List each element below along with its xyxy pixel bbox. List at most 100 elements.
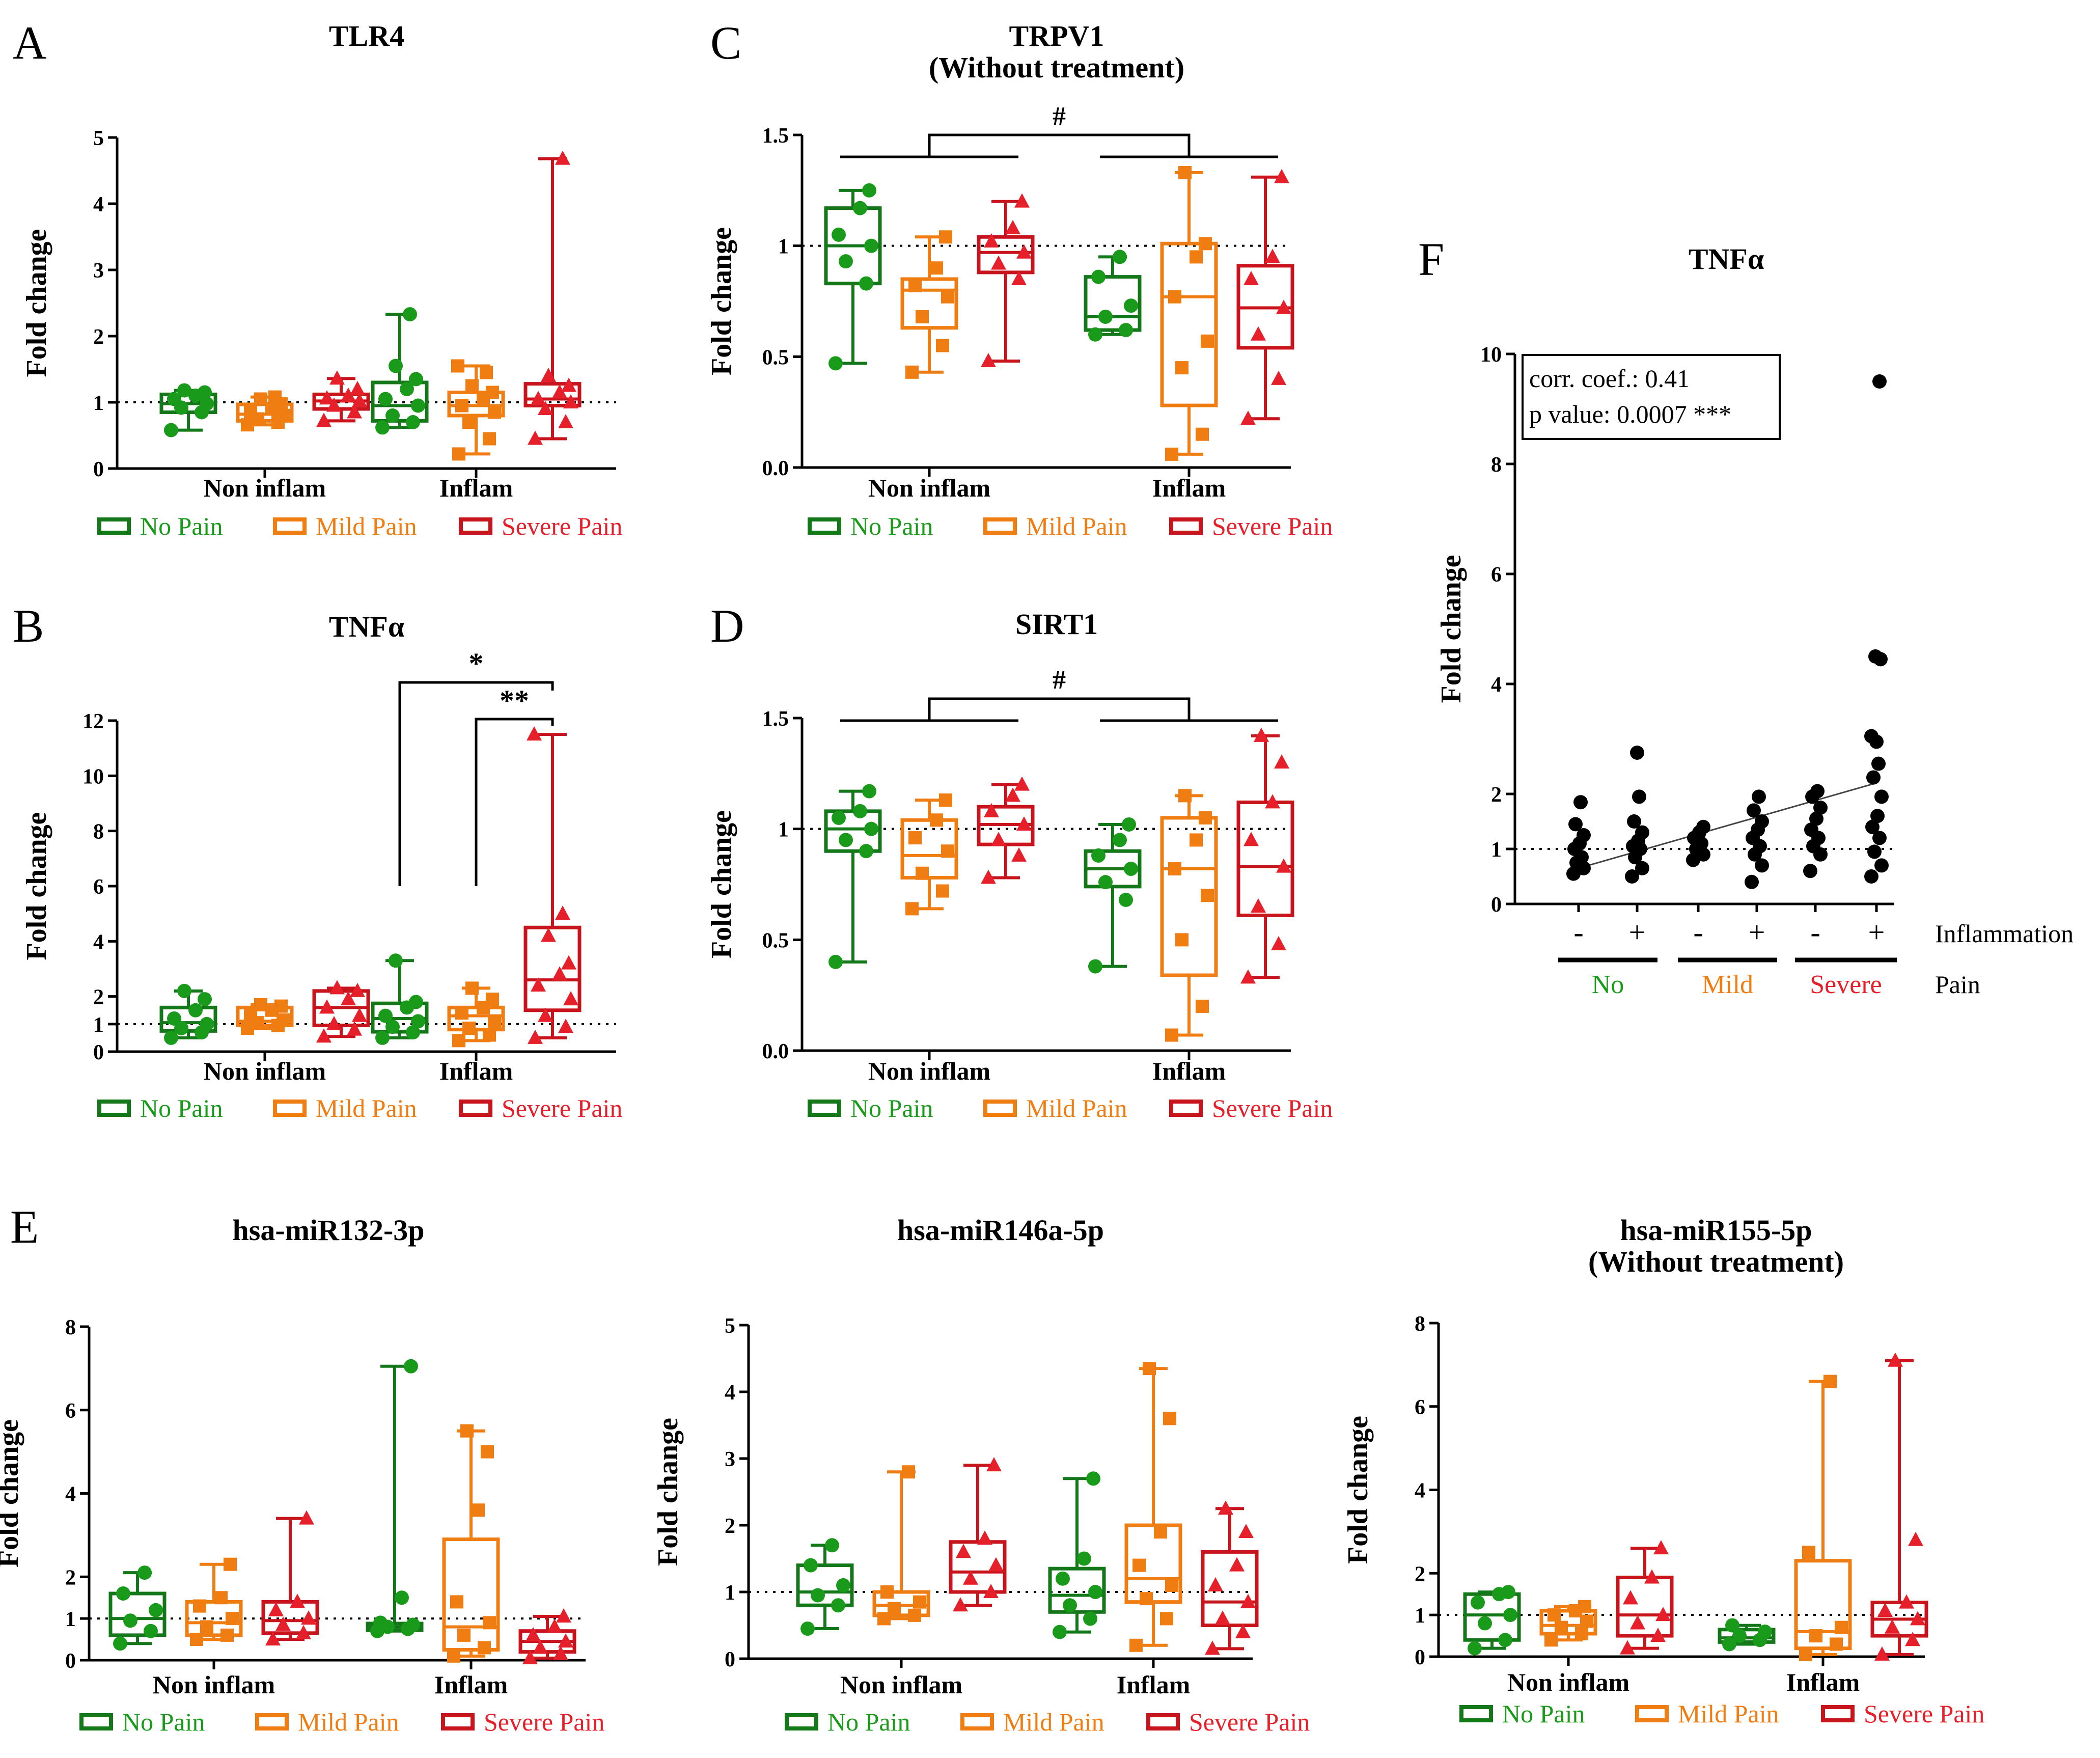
chart-title: SIRT1 — [1015, 608, 1098, 641]
data-point-mild-4 — [1548, 1608, 1561, 1622]
data-point-severe-3 — [1016, 244, 1032, 259]
data-point-mild-6 — [274, 999, 288, 1013]
data-point-no-3 — [200, 396, 214, 411]
legend-swatch-severe — [1169, 1100, 1203, 1117]
y-tick-label: 0 — [93, 458, 104, 481]
scatter-point — [1635, 861, 1649, 875]
pain-group-label: Mild — [1702, 970, 1753, 999]
data-point-mild-0 — [905, 902, 919, 916]
data-point-mild-5 — [1823, 1375, 1837, 1388]
group-bracket-top — [928, 133, 1191, 157]
box-mild-inflam — [1160, 166, 1218, 461]
data-point-mild-1 — [1196, 427, 1209, 441]
scatter-point — [1804, 822, 1818, 837]
data-point-severe-3 — [301, 1610, 316, 1625]
legend-swatch-no — [97, 1100, 131, 1117]
panel-letter: D — [710, 600, 744, 652]
inflammation-sign: - — [1693, 916, 1703, 949]
legend-label-no: No Pain — [850, 1094, 933, 1122]
data-point-no-3 — [836, 1578, 850, 1592]
box-severe-non-inflam — [949, 1457, 1007, 1612]
scatter-point — [1745, 874, 1759, 889]
y-tick-label: 0 — [93, 1041, 104, 1064]
inflammation-sign: + — [1868, 916, 1885, 949]
data-point-mild-6 — [939, 793, 952, 807]
pain-group-label: No — [1592, 970, 1624, 999]
y-tick-label: 0 — [1415, 1646, 1425, 1669]
data-point-no-0 — [164, 423, 178, 437]
y-tick-label: 5 — [725, 1314, 735, 1338]
data-point-severe-2 — [275, 1616, 291, 1631]
data-point-mild-5 — [214, 1591, 228, 1605]
legend: No Pain Mild Pain Severe Pain — [808, 1094, 1333, 1122]
data-point-mild-3 — [1201, 334, 1214, 348]
data-point-no-5 — [188, 1003, 203, 1018]
y-tick-label: 12 — [82, 710, 104, 733]
data-point-severe-5 — [1899, 1594, 1914, 1609]
box-body — [900, 277, 958, 330]
y-tick-label: 6 — [1415, 1396, 1425, 1419]
data-point-no-6 — [862, 183, 876, 198]
data-point-no-0 — [1468, 1641, 1482, 1656]
data-point-severe-0 — [316, 1028, 331, 1043]
data-point-severe-3 — [352, 1007, 367, 1022]
data-point-mild-0 — [905, 365, 919, 379]
legend-swatch-mild — [273, 1100, 307, 1117]
data-point-no-2 — [1098, 875, 1113, 890]
data-point-severe-6 — [1238, 1524, 1254, 1539]
scatter-point — [1865, 819, 1880, 834]
data-point-mild-4 — [244, 405, 257, 419]
data-point-severe-4 — [531, 391, 546, 405]
scatter-point — [1752, 789, 1766, 804]
data-point-mild-1 — [1196, 999, 1209, 1013]
legend-swatch-mild — [960, 1713, 994, 1730]
data-point-severe-6 — [1014, 776, 1030, 791]
scatter-point — [1755, 814, 1769, 829]
panel-C: C TRPV1(Without treatment) Fold change 0.0 0… — [706, 17, 1333, 540]
box-body — [1124, 1523, 1182, 1604]
x-group-label: Non inflam — [204, 1057, 326, 1085]
data-point-no-1 — [144, 1624, 158, 1638]
data-point-mild-3 — [483, 1616, 496, 1630]
data-point-mild-9 — [451, 359, 464, 373]
y-tick-label: 3 — [725, 1448, 735, 1471]
inflammation-sign: + — [1749, 916, 1765, 949]
data-point-mild-4 — [1168, 862, 1181, 876]
scatter-point — [1868, 649, 1883, 664]
data-point-no-4 — [378, 392, 393, 406]
data-point-no-3 — [864, 238, 878, 253]
y-tick-label: 0 — [725, 1648, 735, 1671]
data-point-mild-8 — [480, 366, 493, 379]
data-point-mild-2 — [1175, 933, 1189, 947]
data-point-no-0 — [164, 1030, 178, 1045]
data-point-no-5 — [1077, 1551, 1091, 1566]
scatter-column-4 — [1803, 784, 1828, 878]
legend-swatch-severe — [1146, 1713, 1180, 1730]
data-point-mild-4 — [908, 831, 922, 845]
box-body — [447, 1005, 505, 1032]
data-point-no-3 — [411, 1014, 425, 1029]
data-point-no-6 — [1122, 817, 1136, 832]
data-point-mild-8 — [268, 390, 282, 404]
y-tick-label: 6 — [93, 875, 104, 899]
data-point-severe-8 — [555, 150, 570, 165]
box-no-inflam — [1084, 250, 1142, 342]
data-point-severe-6 — [556, 1608, 571, 1623]
data-point-mild-1 — [220, 1628, 234, 1642]
scatter-point — [1874, 789, 1889, 804]
chart-title: (Without treatment) — [1588, 1245, 1844, 1278]
data-point-no-1 — [406, 415, 420, 429]
box-body — [1084, 275, 1142, 332]
data-point-mild-2 — [1175, 361, 1189, 375]
legend-swatch-severe — [441, 1713, 475, 1730]
x-group-label: Inflam — [439, 474, 513, 502]
data-point-no-2 — [385, 408, 400, 423]
scatter-point — [1874, 858, 1889, 873]
data-point-mild-5 — [472, 1503, 485, 1517]
legend-label-severe: Severe Pain — [1212, 512, 1333, 540]
x-group-label: Non inflam — [204, 474, 326, 502]
data-point-mild-5 — [902, 1465, 915, 1479]
x-group-label: Inflam — [439, 1057, 513, 1085]
y-tick-label: 6 — [65, 1399, 76, 1423]
data-point-mild-0 — [1799, 1647, 1812, 1661]
